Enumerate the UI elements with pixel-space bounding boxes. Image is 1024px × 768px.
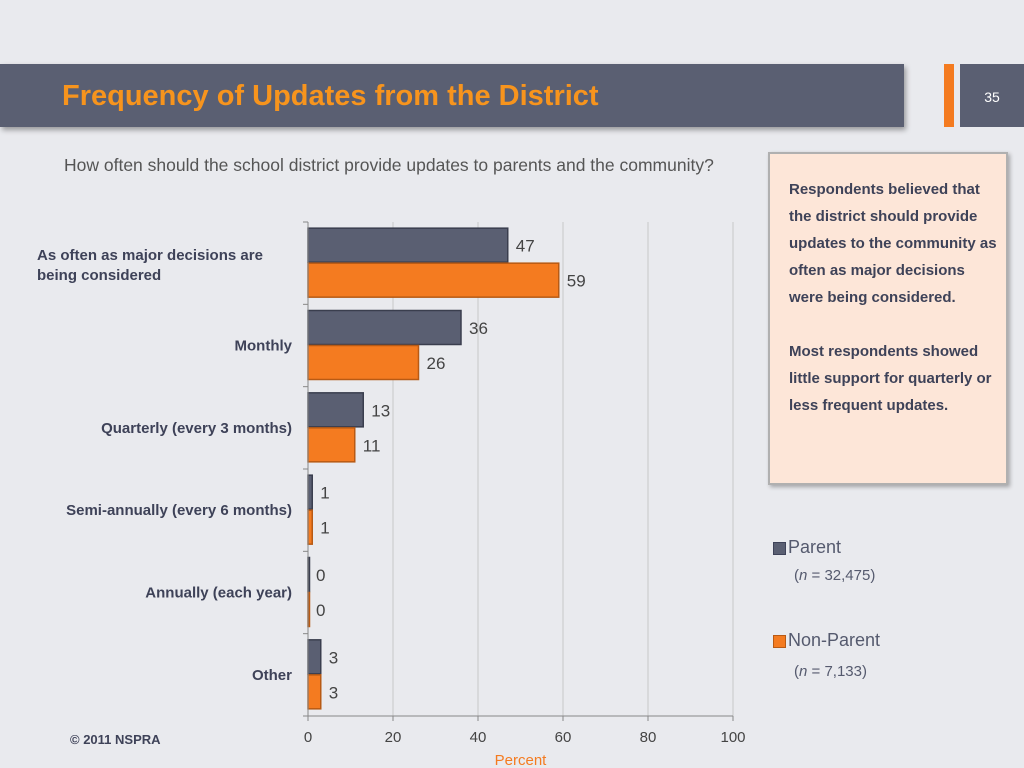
legend-n-nonparent-open: (: [794, 663, 799, 680]
legend-label-nonparent: Non-Parent: [788, 630, 881, 650]
value-label-nonparent-4: 0: [316, 601, 325, 620]
bar-nonparent-0: [307, 262, 560, 298]
value-label-nonparent-5: 3: [329, 683, 338, 702]
category-label-0: As often as major decisions are being con…: [37, 247, 263, 284]
legend-swatch-nonparent: [773, 635, 786, 648]
legend-n-parent-value: = 32,475): [807, 567, 876, 584]
value-label-nonparent-0: 59: [567, 272, 586, 291]
bar-parent-5: [307, 639, 322, 675]
survey-question: How often should the school district pro…: [64, 155, 714, 175]
bar-parent-0: [307, 227, 509, 263]
legend-n-parent-var: n: [799, 567, 808, 584]
value-label-nonparent-1: 26: [427, 354, 446, 373]
value-label-parent-3: 1: [320, 484, 329, 503]
legend-n-nonparent-value: = 7,133): [807, 663, 867, 680]
value-label-nonparent-3: 1: [320, 519, 329, 538]
bar-nonparent-3: [307, 509, 313, 545]
bar-parent-2: [307, 392, 364, 428]
bar-nonparent-2: [307, 427, 356, 463]
value-label-parent-1: 36: [469, 319, 488, 338]
x-axis-title: Percent: [495, 752, 548, 768]
category-label-5: Other: [252, 667, 292, 684]
category-label-1: Monthly: [235, 338, 293, 355]
value-label-parent-2: 13: [371, 401, 390, 420]
title-bar: [0, 64, 904, 127]
legend-n-nonparent-var: n: [799, 663, 808, 680]
x-tick-label-60: 60: [555, 729, 572, 746]
value-label-parent-4: 0: [316, 566, 325, 585]
x-tick-label-40: 40: [470, 729, 487, 746]
page-number: 35: [984, 89, 1000, 105]
legend-swatch-parent: [773, 542, 786, 555]
callout-paragraph-1: Respondents believed that the district s…: [789, 181, 997, 306]
bar-nonparent-5: [307, 674, 322, 710]
value-label-parent-5: 3: [329, 648, 338, 667]
copyright: © 2011 NSPRA: [70, 732, 161, 747]
bar-parent-1: [307, 309, 462, 346]
category-label-2: Quarterly (every 3 months): [101, 420, 292, 437]
value-label-parent-0: 47: [516, 237, 535, 256]
category-label-3: Semi-annually (every 6 months): [66, 502, 292, 519]
slide-title: Frequency of Updates from the District: [62, 80, 599, 112]
x-tick-label-0: 0: [304, 729, 312, 746]
callout-box: [768, 152, 1008, 485]
callout-paragraph-2: Most respondents showed little support f…: [789, 343, 992, 414]
x-tick-label-80: 80: [640, 729, 657, 746]
callout-text: Respondents believed that the district s…: [789, 176, 1001, 419]
legend-n-nonparent: (n = 7,133): [794, 663, 867, 680]
x-tick-label-100: 100: [720, 729, 745, 746]
value-label-nonparent-2: 11: [363, 436, 381, 455]
x-tick-label-20: 20: [385, 729, 402, 746]
page-number-box: [960, 64, 1024, 127]
accent-stripe: [944, 64, 954, 127]
legend-label-parent: Parent: [788, 537, 842, 557]
category-label-4: Annually (each year): [145, 585, 292, 602]
bar-parent-3: [307, 474, 313, 510]
bar-nonparent-1: [307, 344, 420, 381]
legend-n-parent-open: (: [794, 567, 799, 584]
legend-n-parent: (n = 32,475): [794, 567, 875, 584]
